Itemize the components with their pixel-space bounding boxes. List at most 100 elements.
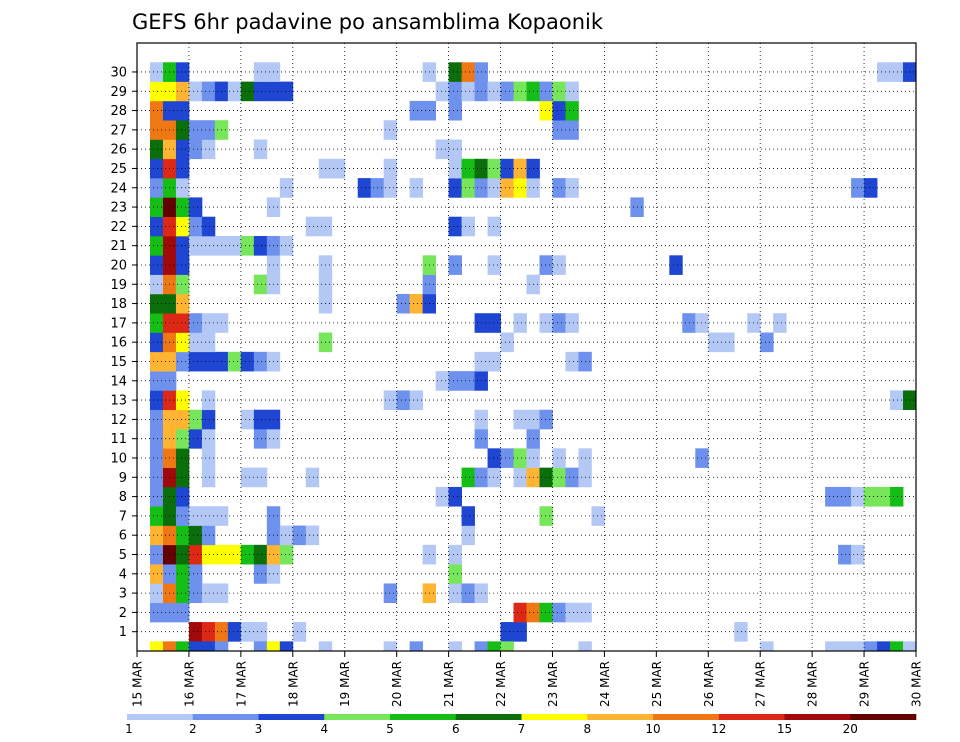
heatmap-cell <box>188 120 203 140</box>
heatmap-cell <box>448 62 462 82</box>
heatmap-cell <box>175 429 190 449</box>
heatmap-cell <box>149 583 164 604</box>
heatmap-cell <box>838 641 852 652</box>
heatmap-cell <box>461 158 475 179</box>
heatmap-cell <box>227 236 242 256</box>
heatmap-cell <box>201 506 216 526</box>
heatmap-cell <box>149 332 164 353</box>
colorbar-label: 20 <box>843 722 858 736</box>
heatmap-cell <box>162 641 177 652</box>
y-tick-label: 13 <box>110 394 127 409</box>
heatmap-cell <box>201 448 216 468</box>
heatmap-cell <box>188 525 203 546</box>
heatmap-cell <box>448 158 462 179</box>
heatmap-cell <box>565 467 579 488</box>
heatmap-cell <box>188 622 203 642</box>
heatmap-cell <box>188 564 203 584</box>
heatmap-cell <box>500 448 514 468</box>
heatmap-cell <box>565 313 579 333</box>
heatmap-cell <box>305 216 320 237</box>
heatmap-cell <box>448 81 462 102</box>
heatmap-cell <box>253 274 268 295</box>
heatmap-cell <box>253 544 268 565</box>
heatmap-cell <box>201 622 216 642</box>
heatmap-cell <box>240 622 255 642</box>
heatmap-cell <box>149 178 164 198</box>
heatmap-cell <box>253 81 268 102</box>
heatmap-cell <box>461 525 475 546</box>
heatmap-cell <box>448 139 462 160</box>
heatmap-cell <box>552 81 566 102</box>
y-tick-label: 30 <box>110 65 127 80</box>
heatmap-cell <box>253 564 268 584</box>
heatmap-cell <box>682 313 696 333</box>
y-tick-label: 3 <box>119 587 127 602</box>
heatmap-cell <box>552 255 566 275</box>
heatmap-cell <box>279 178 294 198</box>
colorbar-label: 3 <box>255 722 263 736</box>
y-tick-label: 7 <box>119 509 127 524</box>
heatmap-cell <box>175 313 190 333</box>
y-tick-label: 26 <box>110 143 127 158</box>
heatmap-cell <box>565 602 579 623</box>
heatmap-cell <box>175 158 190 179</box>
heatmap-cell <box>513 409 527 430</box>
heatmap-cell <box>435 81 449 102</box>
heatmap-cell <box>552 467 566 488</box>
heatmap-cell <box>474 641 488 652</box>
heatmap-cell <box>864 178 878 198</box>
heatmap-cell <box>760 641 774 652</box>
heatmap-cell <box>487 448 501 468</box>
heatmap-cell <box>864 486 878 507</box>
heatmap-cell <box>149 313 164 333</box>
colorbar: 1 2 3 4 5 6 7 8 10 12 15 20 <box>125 714 917 736</box>
heatmap-cell <box>864 641 878 652</box>
heatmap-cell <box>890 390 904 411</box>
colorbar-segment <box>455 714 522 720</box>
heatmap-cell <box>565 100 579 121</box>
x-tick-label: 21 MAR <box>442 661 456 707</box>
colorbar-label: 2 <box>189 722 197 736</box>
heatmap-cell <box>149 390 164 411</box>
y-tick-label: 17 <box>110 316 127 331</box>
heatmap-cell <box>890 62 904 82</box>
heatmap-cell <box>175 448 190 468</box>
colorbar-label: 15 <box>777 722 792 736</box>
heatmap-cell <box>149 158 164 179</box>
heatmap-cell <box>253 429 268 449</box>
heatmap-cell <box>149 139 164 160</box>
heatmap-cell <box>539 602 553 623</box>
heatmap-cell <box>383 178 398 198</box>
heatmap-cell <box>175 602 190 623</box>
heatmap-cell <box>201 409 216 430</box>
heatmap-cell <box>279 81 294 102</box>
heatmap-cell <box>760 332 774 353</box>
heatmap-cell <box>253 641 268 652</box>
heatmap-cell <box>487 158 501 179</box>
heatmap-cell <box>500 81 514 102</box>
heatmap-cell <box>513 81 527 102</box>
heatmap-cell <box>253 139 268 160</box>
heatmap-cell <box>149 525 164 546</box>
heatmap-cell <box>383 158 398 179</box>
heatmap-cell <box>214 641 229 652</box>
heatmap-cell <box>149 641 164 652</box>
x-tick-label: 17 MAR <box>234 661 248 707</box>
y-tick-label: 27 <box>110 123 127 138</box>
colorbar-segment <box>390 714 457 720</box>
heatmap-cell <box>188 81 203 102</box>
heatmap-cell <box>188 313 203 333</box>
heatmap-cell <box>175 467 190 488</box>
colorbar-segment <box>521 714 588 720</box>
heatmap-cell <box>149 486 164 507</box>
heatmap-cell <box>188 641 203 652</box>
heatmap-cell <box>175 197 190 218</box>
heatmap-cell <box>500 158 514 179</box>
heatmap-cell <box>825 486 839 507</box>
heatmap-cell <box>383 390 398 411</box>
heatmap-cell <box>539 100 553 121</box>
heatmap-cell <box>409 293 424 314</box>
y-tick-label: 15 <box>110 355 127 370</box>
heatmap-cell <box>175 564 190 584</box>
